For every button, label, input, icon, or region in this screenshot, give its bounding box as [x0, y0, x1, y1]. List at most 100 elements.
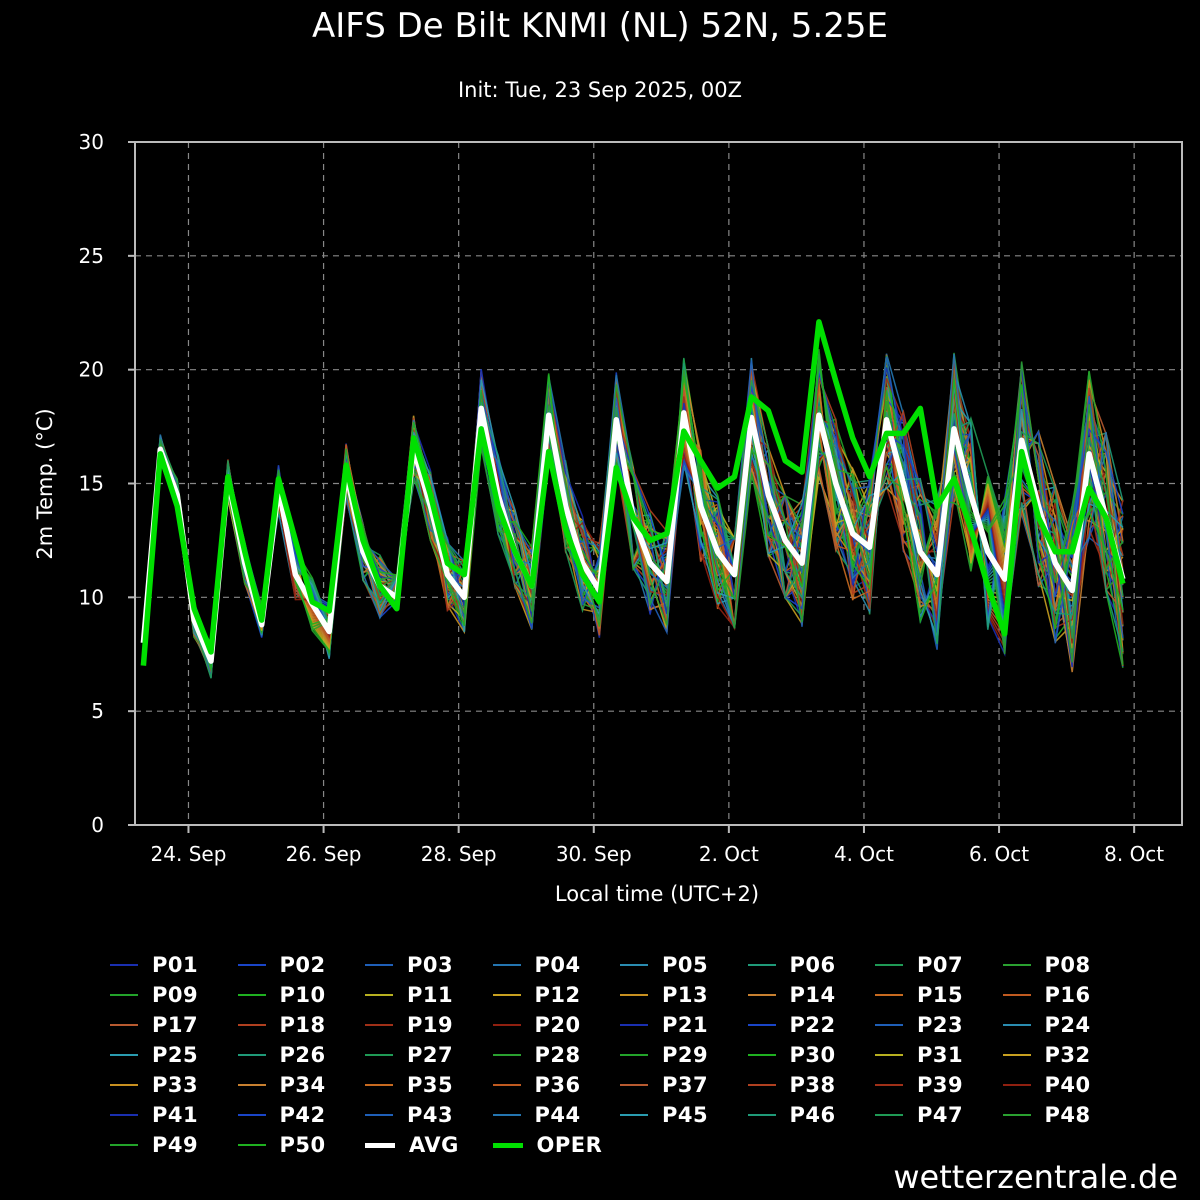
y-tick-label: 20: [79, 358, 104, 382]
legend-label: P19: [407, 1013, 454, 1037]
legend-swatch: [237, 964, 266, 966]
legend-row: P09 P10 P11 P12 P13 P14 P15 P16: [110, 980, 1170, 1010]
legend-swatch: [365, 1114, 393, 1116]
legend-item-p02: P02: [237, 950, 326, 980]
legend-item-p38: P38: [747, 1070, 836, 1100]
legend-swatch: [365, 1054, 393, 1056]
legend-item-p03: P03: [365, 950, 453, 980]
legend-item-p45: P45: [620, 1100, 708, 1130]
legend-label: P21: [662, 1013, 709, 1037]
x-tick-label: 4. Oct: [834, 842, 894, 866]
legend-item-p25: P25: [110, 1040, 198, 1070]
legend-label: AVG: [409, 1133, 459, 1157]
legend-item-p06: P06: [747, 950, 836, 980]
legend-label: P42: [279, 1103, 326, 1127]
legend-swatch: [365, 994, 393, 996]
legend-item-p40: P40: [1002, 1070, 1091, 1100]
x-tick-label: 30. Sep: [556, 842, 632, 866]
x-tick-label: 6. Oct: [969, 842, 1029, 866]
legend-row: P49 P50 AVG OPER: [110, 1130, 1170, 1160]
legend-item-p14: P14: [747, 980, 836, 1010]
legend-swatch: [747, 1114, 776, 1116]
chart-title: AIFS De Bilt KNMI (NL) 52N, 5.25E: [311, 6, 888, 46]
legend-item-p17: P17: [110, 1010, 198, 1040]
legend-item-p46: P46: [747, 1100, 836, 1130]
y-tick-label: 15: [79, 472, 104, 496]
legend-label: P03: [407, 953, 454, 977]
y-tick-label: 5: [91, 699, 104, 723]
legend-item-p22: P22: [747, 1010, 836, 1040]
legend-item-p29: P29: [620, 1040, 708, 1070]
legend-item-p35: P35: [365, 1070, 453, 1100]
legend-label: P31: [917, 1043, 964, 1067]
legend-label: P47: [917, 1103, 964, 1127]
legend-swatch: [492, 964, 521, 966]
legend-label: P05: [662, 953, 709, 977]
legend-label: P13: [662, 983, 709, 1007]
legend-swatch: [620, 994, 648, 996]
legend-swatch: [620, 1024, 648, 1026]
x-axis-label: Local time (UTC+2): [555, 882, 759, 906]
legend-label: P25: [152, 1043, 199, 1067]
legend-label: P12: [534, 983, 581, 1007]
legend-item-p43: P43: [365, 1100, 453, 1130]
legend-label: P48: [1044, 1103, 1091, 1127]
legend-swatch: [747, 964, 776, 966]
legend-swatch: [492, 994, 521, 996]
legend-swatch: [620, 1054, 648, 1056]
x-tick-label: 26. Sep: [286, 842, 362, 866]
legend-swatch: [237, 1054, 266, 1056]
legend-label: P26: [279, 1043, 326, 1067]
legend-label: P10: [279, 983, 326, 1007]
legend-row: P17 P18 P19 P20 P21 P22 P23 P24: [110, 1010, 1170, 1040]
legend-swatch: [365, 964, 393, 966]
legend-label: P08: [1044, 953, 1091, 977]
legend-swatch: [237, 1024, 266, 1026]
legend-label: P33: [152, 1073, 199, 1097]
legend-swatch: [875, 994, 903, 996]
legend-label: P04: [534, 953, 581, 977]
legend-swatch: [110, 964, 138, 966]
legend-item-p12: P12: [492, 980, 581, 1010]
legend-swatch: [875, 1024, 903, 1026]
legend-item-p26: P26: [237, 1040, 326, 1070]
legend-swatch: [747, 1024, 776, 1026]
series-line-oper: [140, 319, 1126, 666]
legend-label: P45: [662, 1103, 709, 1127]
legend-swatch: [492, 1114, 521, 1116]
legend-label: P23: [917, 1013, 964, 1037]
x-axis: 24. Sep 26. Sep 28. Sep 30. Sep 2. Oct 4. Oct…: [151, 825, 1164, 866]
legend-item-p11: P11: [365, 980, 453, 1010]
legend-item-p16: P16: [1002, 980, 1091, 1010]
legend-item-p28: P28: [492, 1040, 581, 1070]
legend-label: P18: [279, 1013, 326, 1037]
legend-label: P37: [662, 1073, 709, 1097]
series-line-p50: [142, 358, 1124, 670]
legend-swatch: [492, 1084, 521, 1086]
legend-item-p07: P07: [875, 950, 963, 980]
legend-item-p09: P09: [110, 980, 198, 1010]
legend-label: P20: [534, 1013, 581, 1037]
legend-label: P16: [1044, 983, 1091, 1007]
chart-subtitle: Init: Tue, 23 Sep 2025, 00Z: [457, 78, 743, 102]
legend-label: P14: [789, 983, 836, 1007]
legend-item-p08: P08: [1002, 950, 1091, 980]
legend-swatch: [747, 1084, 776, 1086]
legend-item-p34: P34: [237, 1070, 326, 1100]
legend-label: P30: [789, 1043, 836, 1067]
legend-item-p23: P23: [875, 1010, 963, 1040]
main-lines: [140, 319, 1126, 666]
y-tick-label: 0: [91, 813, 104, 837]
x-tick-label: 2. Oct: [699, 842, 759, 866]
legend-swatch: [1002, 1024, 1031, 1026]
legend-label: P06: [789, 953, 836, 977]
legend-swatch: [620, 964, 648, 966]
legend-item-p18: P18: [237, 1010, 326, 1040]
legend-swatch: [1002, 1114, 1031, 1116]
legend-swatch: [620, 1114, 648, 1116]
legend-label: P39: [917, 1073, 964, 1097]
legend-item-p31: P31: [875, 1040, 963, 1070]
legend-row: P33 P34 P35 P36 P37 P38 P39 P40: [110, 1070, 1170, 1100]
legend: P01 P02 P03 P04 P05 P06 P07 P08 P09 P10 P11 P12 P13 P…: [110, 950, 1170, 1160]
legend-label: P15: [917, 983, 964, 1007]
